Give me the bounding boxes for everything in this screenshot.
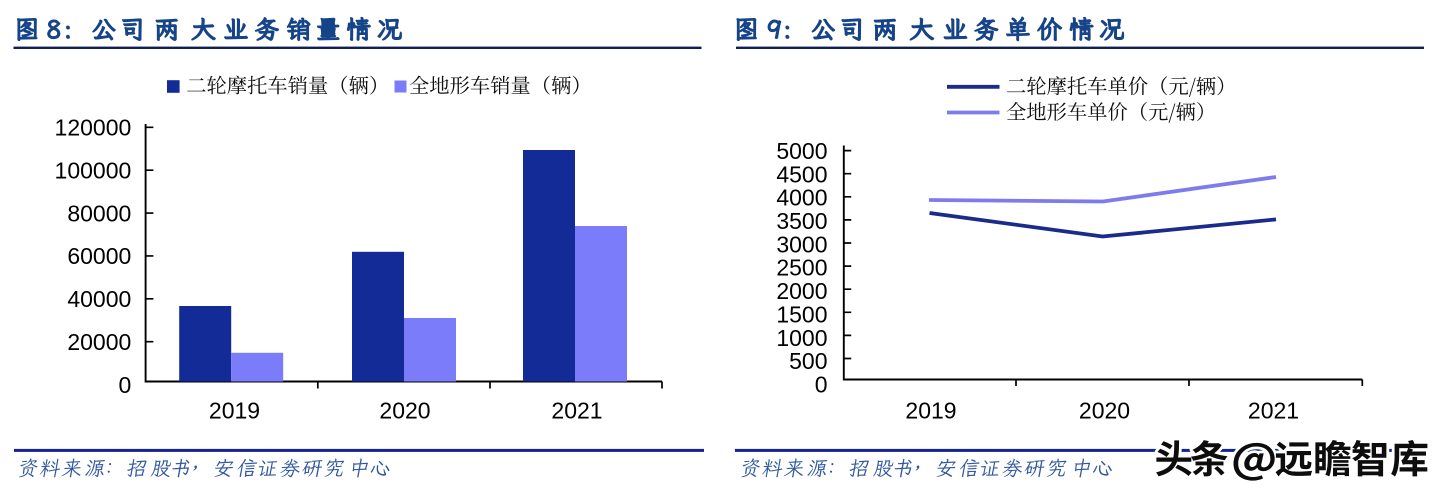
svg-text:2500: 2500: [776, 255, 827, 281]
svg-text:20000: 20000: [67, 329, 131, 355]
svg-text:500: 500: [789, 348, 827, 374]
svg-text:2020: 2020: [379, 398, 430, 424]
svg-text:2019: 2019: [905, 398, 956, 424]
svg-text:120000: 120000: [55, 115, 132, 141]
svg-text:4000: 4000: [776, 185, 827, 211]
svg-text:1000: 1000: [776, 325, 827, 351]
svg-text:2021: 2021: [551, 398, 602, 424]
svg-text:2021: 2021: [1248, 398, 1299, 424]
svg-text:60000: 60000: [67, 243, 131, 269]
svg-text:5000: 5000: [776, 138, 827, 164]
svg-text:100000: 100000: [55, 158, 132, 184]
svg-text:0: 0: [815, 372, 828, 398]
svg-text:80000: 80000: [67, 200, 131, 226]
svg-text:1500: 1500: [776, 301, 827, 327]
svg-text:0: 0: [119, 372, 132, 398]
svg-text:3000: 3000: [776, 231, 827, 257]
svg-text:2000: 2000: [776, 278, 827, 304]
svg-text:2019: 2019: [209, 398, 260, 424]
svg-text:40000: 40000: [67, 286, 131, 312]
svg-text:2020: 2020: [1079, 398, 1130, 424]
svg-text:3500: 3500: [776, 208, 827, 234]
svg-text:4500: 4500: [776, 161, 827, 187]
